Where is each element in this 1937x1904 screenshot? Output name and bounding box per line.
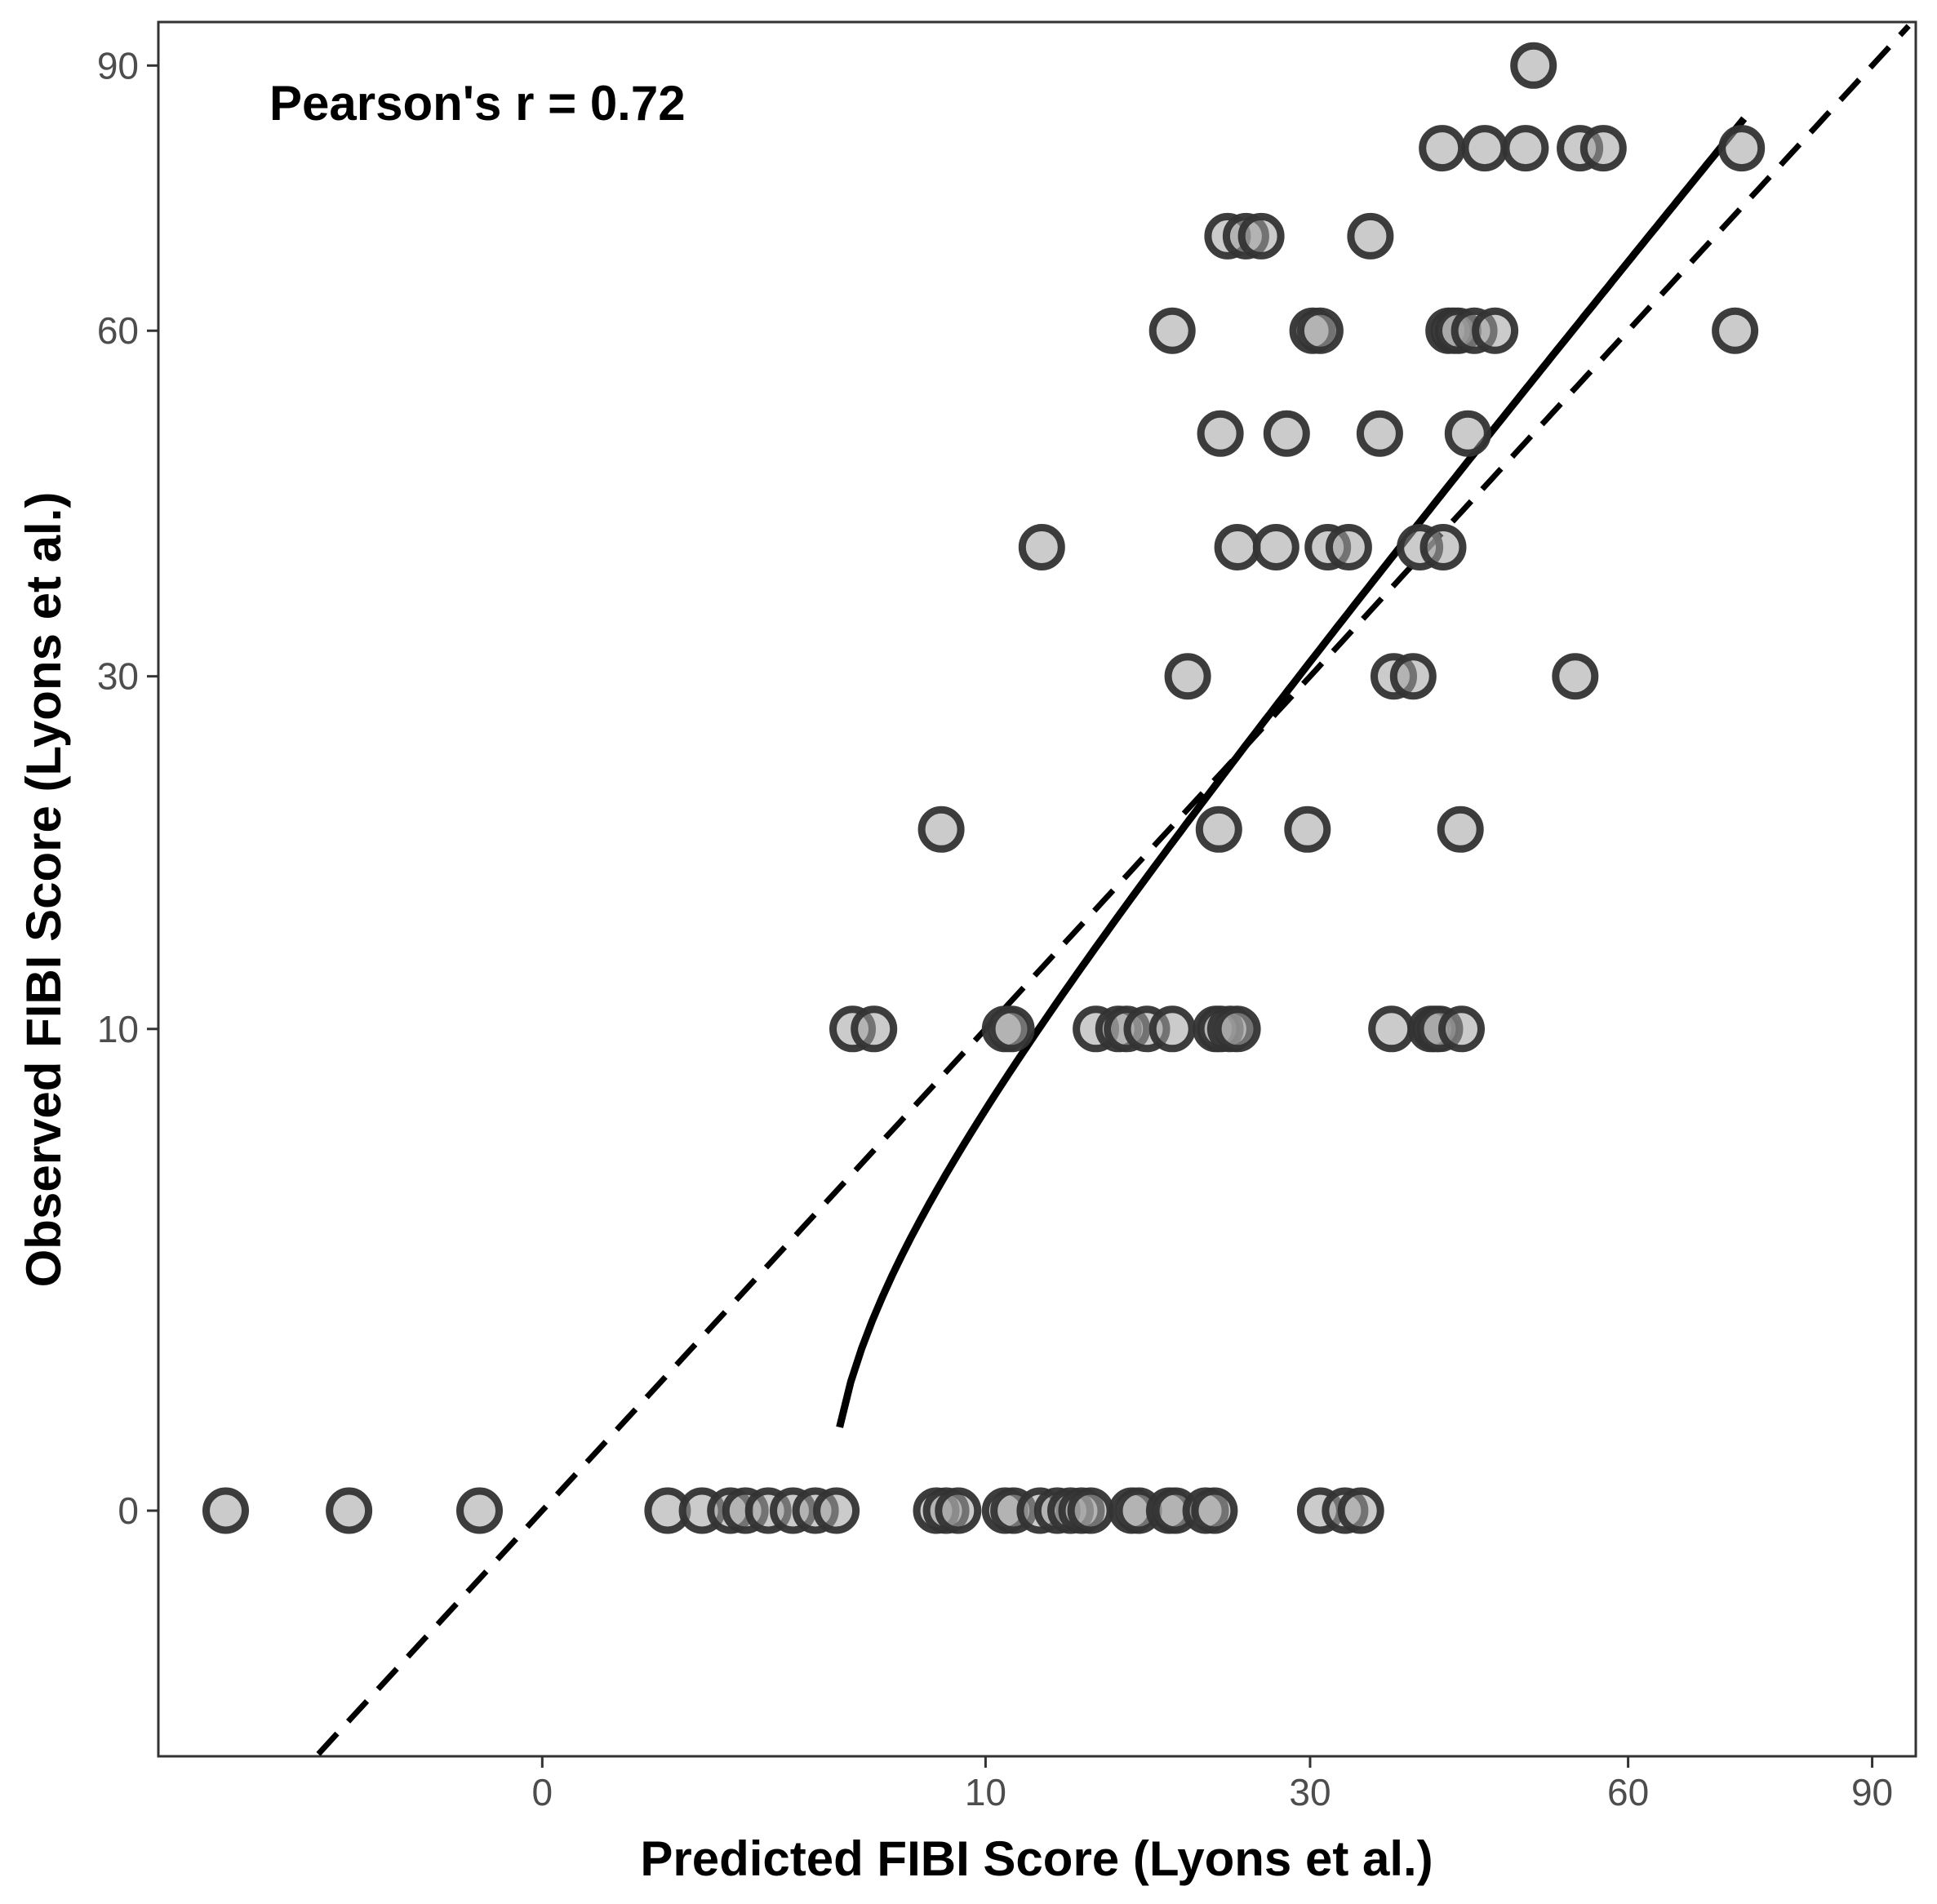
data-point: [1214, 1005, 1261, 1053]
x-tick-label: 60: [1607, 1771, 1649, 1813]
data-point: [1325, 524, 1372, 570]
y-axis: 0 10 30 60 90: [97, 44, 158, 1532]
data-point: [326, 1487, 373, 1534]
points-layer: [202, 42, 1766, 1534]
data-point: [1472, 307, 1519, 354]
data-point: [1252, 524, 1299, 570]
data-point: [988, 1005, 1035, 1053]
data-point: [1502, 125, 1549, 172]
data-point: [1552, 653, 1599, 700]
data-point: [1437, 806, 1484, 853]
data-point: [1263, 410, 1310, 457]
data-point: [1191, 1487, 1238, 1534]
data-point: [813, 1487, 860, 1534]
data-point: [935, 1487, 982, 1534]
plot-panel: [157, 20, 1917, 1758]
x-tick-label: 30: [1289, 1771, 1331, 1813]
data-point: [1067, 1487, 1114, 1534]
data-point: [1347, 212, 1394, 260]
data-point: [1197, 410, 1244, 457]
data-point: [1195, 806, 1242, 853]
data-point: [1389, 653, 1437, 700]
data-point: [1284, 806, 1331, 853]
data-point: [1712, 307, 1759, 354]
data-point: [1419, 524, 1467, 570]
data-point: [1337, 1487, 1384, 1534]
data-point: [1214, 524, 1261, 570]
y-tick-label: 0: [118, 1489, 139, 1532]
x-axis: 0 10 30 60 90: [532, 1756, 1893, 1813]
y-tick-label: 60: [97, 309, 139, 352]
data-point: [1419, 125, 1466, 172]
data-point: [1510, 42, 1557, 89]
data-point: [1356, 410, 1403, 457]
data-point: [1368, 1005, 1415, 1053]
x-tick-label: 0: [532, 1771, 553, 1813]
data-point: [1438, 1005, 1485, 1053]
data-point: [1237, 212, 1285, 260]
y-tick-label: 90: [97, 44, 139, 87]
y-tick-label: 30: [97, 655, 139, 698]
data-point: [851, 1005, 898, 1053]
data-point: [1461, 125, 1508, 172]
data-point: [202, 1487, 249, 1534]
data-point: [1018, 524, 1065, 570]
data-point: [917, 806, 965, 853]
y-tick-label: 10: [97, 1008, 139, 1050]
data-point: [456, 1487, 503, 1534]
x-axis-title: Predicted FIBI Score (Lyons et al.): [640, 1831, 1433, 1886]
x-tick-label: 90: [1851, 1771, 1893, 1813]
data-point: [1718, 125, 1766, 172]
x-tick-label: 10: [965, 1771, 1006, 1813]
identity-line: [312, 24, 1911, 1756]
data-point: [1148, 1005, 1196, 1053]
data-point: [1444, 410, 1491, 457]
data-point: [1148, 307, 1196, 354]
annotation-pearson: Pearson's r = 0.72: [269, 76, 686, 131]
data-point: [1164, 653, 1211, 700]
y-axis-title: Observed FIBI Score (Lyons et al.): [16, 492, 71, 1288]
data-point: [1296, 307, 1344, 354]
data-point: [1579, 125, 1627, 172]
